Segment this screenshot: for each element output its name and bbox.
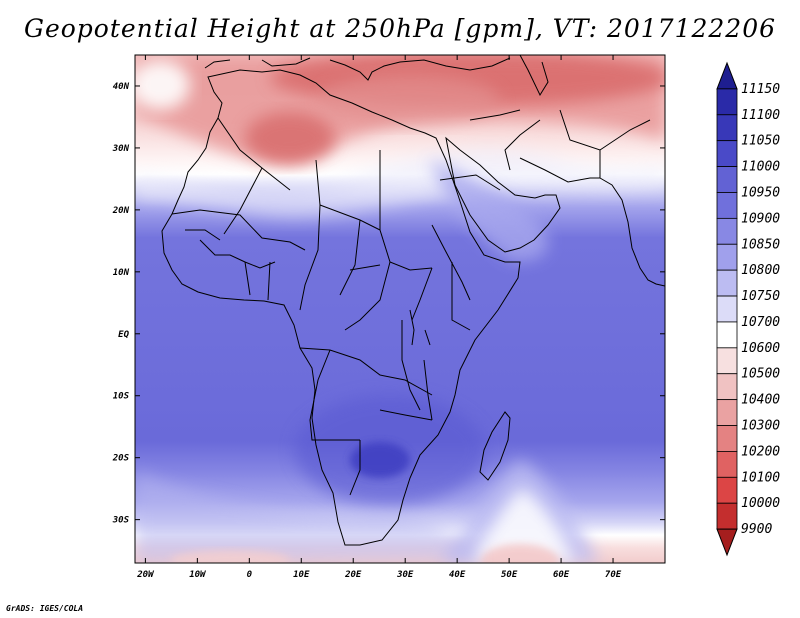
x-tick-label: 0 bbox=[247, 570, 253, 580]
colorbar-label: 10200 bbox=[741, 444, 780, 459]
x-tick-label: 10E bbox=[293, 570, 310, 580]
colorbar-swatch bbox=[716, 399, 738, 426]
colorbar-swatch bbox=[716, 217, 738, 245]
colorbar-label: 11150 bbox=[741, 82, 780, 97]
colorbar-label: 10300 bbox=[741, 419, 780, 434]
y-tick-label: 20S bbox=[112, 454, 130, 464]
x-tick-label: 70E bbox=[605, 570, 622, 580]
colorbar-swatch bbox=[716, 166, 738, 193]
y-tick-label: 30S bbox=[112, 516, 130, 526]
colorbar-label: 10700 bbox=[741, 315, 780, 330]
arabia-coastline bbox=[445, 136, 561, 253]
x-tick-label: 30E bbox=[396, 570, 414, 580]
map-outlines bbox=[161, 55, 665, 546]
persian-gulf bbox=[519, 157, 600, 183]
colorbar-swatch bbox=[716, 321, 738, 349]
colorbar: 9900 10000 10100 10200 10300 10400 10500 10600 1… bbox=[716, 61, 780, 557]
y-tick-label: 40N bbox=[113, 82, 130, 92]
colorbar-swatch bbox=[716, 114, 738, 142]
colorbar-label: 10950 bbox=[741, 185, 780, 200]
great-lakes bbox=[409, 309, 433, 421]
colorbar-label: 10750 bbox=[741, 289, 780, 304]
y-tick-label: 10N bbox=[113, 268, 130, 278]
colorbar-label: 10600 bbox=[741, 341, 780, 356]
chart-title: Geopotential Height at 250hPa [gpm], VT:… bbox=[23, 14, 777, 43]
india-coastline bbox=[599, 177, 665, 287]
software-credit: GrADS: IGES/COLA bbox=[6, 604, 84, 613]
colorbar-label: 10800 bbox=[741, 263, 780, 278]
colorbar-swatch bbox=[716, 425, 738, 452]
madagascar-outline bbox=[479, 411, 511, 481]
colorbar-label: 10500 bbox=[741, 367, 780, 382]
colorbar-label: 11000 bbox=[741, 160, 780, 175]
map-contour-field bbox=[135, 55, 665, 563]
colorbar-label: 11050 bbox=[741, 134, 780, 149]
colorbar-swatch bbox=[716, 140, 738, 167]
colorbar-bottom-arrow bbox=[716, 528, 738, 557]
x-tick-label: 60E bbox=[553, 570, 570, 580]
x-tick-label: 50E bbox=[501, 570, 518, 580]
colorbar-label: 10400 bbox=[741, 393, 780, 408]
colorbar-swatch bbox=[716, 192, 738, 219]
colorbar-swatch bbox=[716, 502, 738, 530]
y-tick-label: 20N bbox=[112, 206, 130, 216]
colorbar-label: 9900 bbox=[741, 522, 772, 537]
colorbar-label: 10850 bbox=[741, 237, 780, 252]
colorbar-swatch bbox=[716, 269, 738, 297]
y-tick-label: 30N bbox=[112, 144, 130, 154]
y-tick-label: EQ bbox=[118, 330, 129, 340]
x-axis: 20W 10W 0 10E 20E 30E 40E 50E 60E 70E bbox=[136, 55, 622, 580]
africa-coastline bbox=[161, 69, 521, 546]
colorbar-swatch bbox=[716, 451, 738, 478]
europe-coastline bbox=[204, 57, 511, 81]
interior-borders bbox=[171, 109, 651, 496]
caspian-outline bbox=[519, 55, 549, 97]
x-tick-label: 20E bbox=[344, 570, 362, 580]
colorbar-swatch bbox=[716, 373, 738, 401]
map-frame bbox=[134, 54, 666, 564]
colorbar-swatch bbox=[716, 243, 738, 271]
colorbar-swatch bbox=[716, 88, 738, 116]
colorbar-swatch bbox=[716, 347, 738, 375]
colorbar-label: 10900 bbox=[741, 211, 780, 226]
x-tick-label: 10W bbox=[189, 570, 207, 580]
x-tick-label: 40E bbox=[449, 570, 466, 580]
colorbar-label: 10100 bbox=[741, 470, 780, 485]
y-tick-label: 10S bbox=[113, 392, 130, 402]
colorbar-swatch bbox=[716, 295, 738, 323]
colorbar-label: 11100 bbox=[741, 108, 780, 123]
colorbar-label: 10000 bbox=[741, 496, 780, 511]
x-tick-label: 20W bbox=[136, 570, 155, 580]
y-axis: 40N 30N 20N 10N EQ 10S 20S 30S bbox=[112, 82, 665, 526]
colorbar-swatch bbox=[716, 476, 738, 504]
colorbar-top-arrow bbox=[716, 61, 738, 90]
